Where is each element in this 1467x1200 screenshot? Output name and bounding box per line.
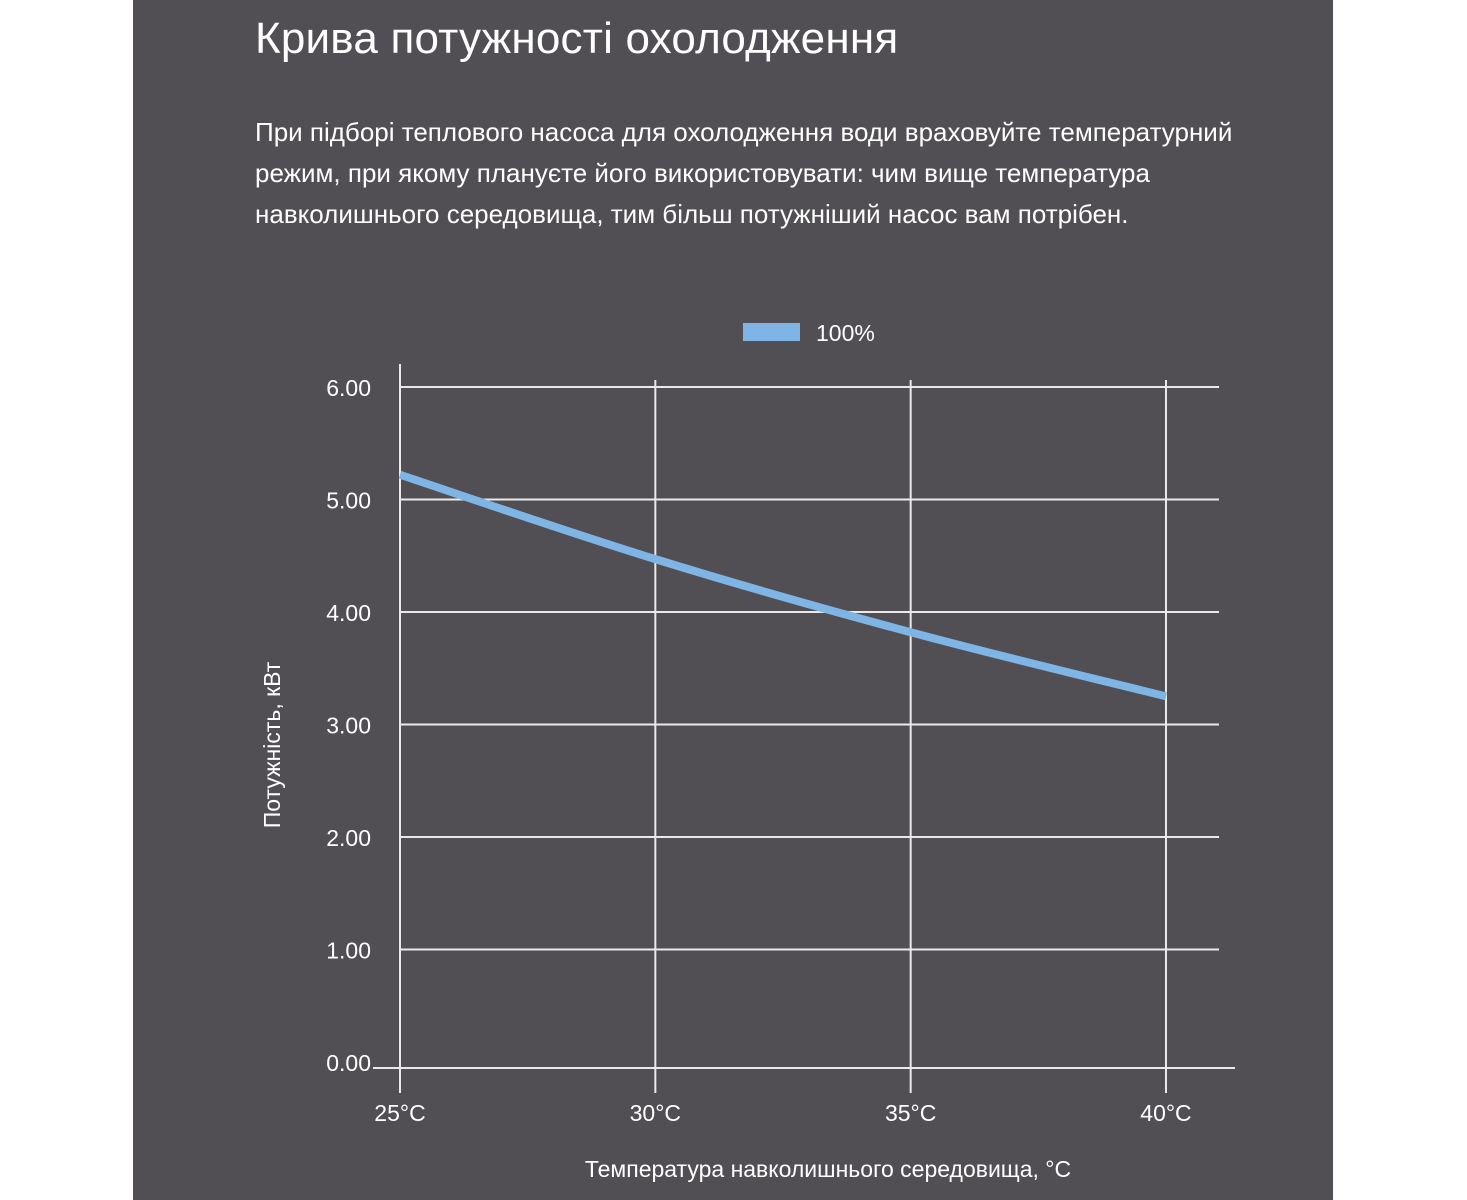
y-tick-label: 6.00 [326,375,371,401]
x-tick-label: 30°C [630,1100,681,1126]
y-axis-label: Потужність, кВт [259,661,285,828]
page-description: При підборі теплового насоса для охолодж… [255,117,1233,229]
grid [399,380,1219,1093]
y-tick-label: 0.00 [326,1050,371,1076]
x-axis-label: Температура навколишнього середовища, °C [585,1156,1071,1182]
series [398,470,1167,701]
legend: 100% [743,320,875,346]
x-tick-labels: 25°C 30°C 35°C 40°C [374,1100,1191,1126]
y-tick-label: 5.00 [326,488,371,514]
y-tick-label: 2.00 [326,825,371,851]
y-tick-labels: 0.00 1.00 2.00 3.00 4.00 5.00 6.00 [326,375,371,1076]
y-tick-label: 1.00 [326,938,371,964]
legend-swatch [743,323,800,341]
series-line [398,470,1167,701]
cooling-power-chart: 0.00 1.00 2.00 3.00 4.00 5.00 6.00 25°C 30°C 35°… [259,320,1235,1182]
axes [373,364,1235,1069]
legend-label: 100% [816,320,875,346]
x-tick-label: 25°C [374,1100,425,1126]
page-title: Крива потужності охолодження [255,14,899,63]
x-tick-label: 40°C [1140,1100,1191,1126]
y-tick-label: 4.00 [326,600,371,626]
y-tick-label: 3.00 [326,713,371,739]
content-panel: Крива потужності охолодження При підборі… [133,0,1333,1200]
x-tick-label: 35°C [885,1100,936,1126]
